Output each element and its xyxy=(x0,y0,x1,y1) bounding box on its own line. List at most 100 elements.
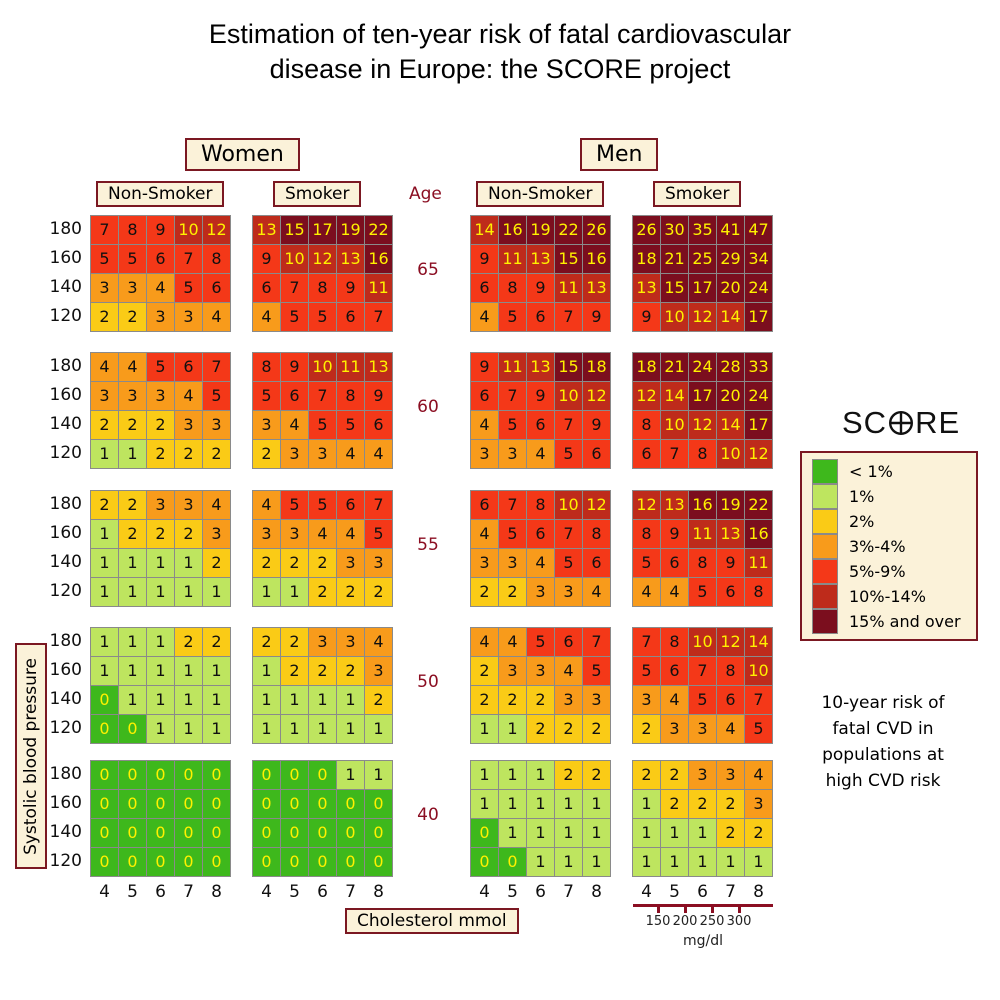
risk-cell: 1 xyxy=(555,819,582,847)
legend-label: < 1% xyxy=(849,462,893,481)
risk-cell: 1 xyxy=(91,657,118,685)
bp-value: 180 xyxy=(49,764,82,784)
risk-cell: 2 xyxy=(147,440,174,468)
risk-cell: 1 xyxy=(309,715,336,743)
risk-cell: 3 xyxy=(337,628,364,656)
risk-cell: 14 xyxy=(745,628,772,656)
cholesterol-axis-label: Cholesterol mmol xyxy=(345,908,519,934)
risk-cell: 0 xyxy=(175,761,202,789)
cholesterol-value: 6 xyxy=(697,882,708,902)
risk-cell: 6 xyxy=(203,274,230,302)
risk-grid-women-smoker-age-60: 8 9 10 11 13 5 6 7 8 9 3 4 5 5 6 2 3 3 4 4 xyxy=(252,352,393,469)
risk-cell: 17 xyxy=(689,382,716,410)
risk-cell: 0 xyxy=(365,848,392,876)
legend-item: 15% and over xyxy=(812,609,966,634)
risk-cell: 7 xyxy=(175,245,202,273)
risk-cell: 4 xyxy=(253,303,280,331)
risk-cell: 1 xyxy=(527,761,554,789)
risk-cell: 33 xyxy=(745,353,772,381)
bp-value: 160 xyxy=(49,793,82,813)
risk-cell: 0 xyxy=(309,819,336,847)
risk-cell: 3 xyxy=(147,382,174,410)
risk-cell: 1 xyxy=(147,549,174,577)
risk-cell: 8 xyxy=(309,274,336,302)
risk-cell: 2 xyxy=(471,686,498,714)
risk-cell: 13 xyxy=(365,353,392,381)
risk-cell: 7 xyxy=(499,382,526,410)
risk-cell: 1 xyxy=(203,715,230,743)
risk-cell: 2 xyxy=(253,440,280,468)
legend-swatch-10-14 xyxy=(812,584,838,609)
legend-swatch-lt1 xyxy=(812,459,838,484)
risk-cell: 9 xyxy=(147,216,174,244)
risk-cell: 3 xyxy=(689,715,716,743)
risk-cell: 4 xyxy=(337,520,364,548)
risk-cell: 1 xyxy=(365,761,392,789)
risk-cell: 4 xyxy=(471,411,498,439)
risk-cell: 0 xyxy=(203,848,230,876)
cholesterol-value: 6 xyxy=(535,882,546,902)
risk-cell: 2 xyxy=(471,657,498,685)
score-logo-suffix: RE xyxy=(915,405,961,440)
risk-cell: 0 xyxy=(203,761,230,789)
risk-cell: 8 xyxy=(119,216,146,244)
risk-cell: 3 xyxy=(147,303,174,331)
risk-cell: 28 xyxy=(717,353,744,381)
risk-cell: 2 xyxy=(281,549,308,577)
legend-item: < 1% xyxy=(812,459,966,484)
risk-cell: 5 xyxy=(555,549,582,577)
cholesterol-value: 5 xyxy=(507,882,518,902)
risk-cell: 3 xyxy=(689,761,716,789)
risk-cell: 1 xyxy=(281,686,308,714)
risk-cell: 1 xyxy=(309,686,336,714)
risk-cell: 3 xyxy=(555,686,582,714)
risk-cell: 6 xyxy=(471,491,498,519)
chart-title-line1: Estimation of ten-year risk of fatal car… xyxy=(208,19,792,49)
risk-cell: 2 xyxy=(499,686,526,714)
risk-cell: 17 xyxy=(309,216,336,244)
risk-cell: 6 xyxy=(281,382,308,410)
risk-cell: 4 xyxy=(583,578,610,606)
risk-cell: 41 xyxy=(717,216,744,244)
risk-cell: 6 xyxy=(717,686,744,714)
risk-cell: 5 xyxy=(309,491,336,519)
risk-cell: 2 xyxy=(527,715,554,743)
risk-cell: 2 xyxy=(119,491,146,519)
header-men-nonsmoker: Non-Smoker xyxy=(476,181,605,207)
risk-cell: 3 xyxy=(337,549,364,577)
risk-cell: 2 xyxy=(365,578,392,606)
risk-cell: 8 xyxy=(633,520,660,548)
risk-cell: 5 xyxy=(499,411,526,439)
risk-cell: 7 xyxy=(499,491,526,519)
risk-cell: 8 xyxy=(689,549,716,577)
risk-grid-men-smoker-age-60: 18 21 24 28 33 12 14 17 20 24 8 10 12 14 17 6 7 8 10 12 xyxy=(632,352,773,469)
risk-cell: 16 xyxy=(365,245,392,273)
risk-cell: 0 xyxy=(147,790,174,818)
bp-value: 160 xyxy=(49,660,82,680)
risk-cell: 13 xyxy=(633,274,660,302)
risk-cell: 7 xyxy=(91,216,118,244)
risk-cell: 16 xyxy=(745,520,772,548)
risk-cell: 12 xyxy=(583,382,610,410)
risk-cell: 11 xyxy=(689,520,716,548)
risk-cell: 12 xyxy=(717,628,744,656)
risk-cell: 2 xyxy=(281,628,308,656)
risk-cell: 7 xyxy=(583,628,610,656)
risk-cell: 1 xyxy=(147,657,174,685)
risk-cell: 1 xyxy=(175,686,202,714)
risk-cell: 24 xyxy=(689,353,716,381)
legend-swatch-5-9 xyxy=(812,559,838,584)
risk-cell: 1 xyxy=(337,715,364,743)
risk-cell: 4 xyxy=(309,520,336,548)
legend-label: 5%-9% xyxy=(849,562,906,581)
risk-cell: 2 xyxy=(717,819,744,847)
risk-cell: 10 xyxy=(717,440,744,468)
risk-cell: 6 xyxy=(583,549,610,577)
cholesterol-value: 5 xyxy=(289,882,300,902)
risk-cell: 5 xyxy=(147,353,174,381)
